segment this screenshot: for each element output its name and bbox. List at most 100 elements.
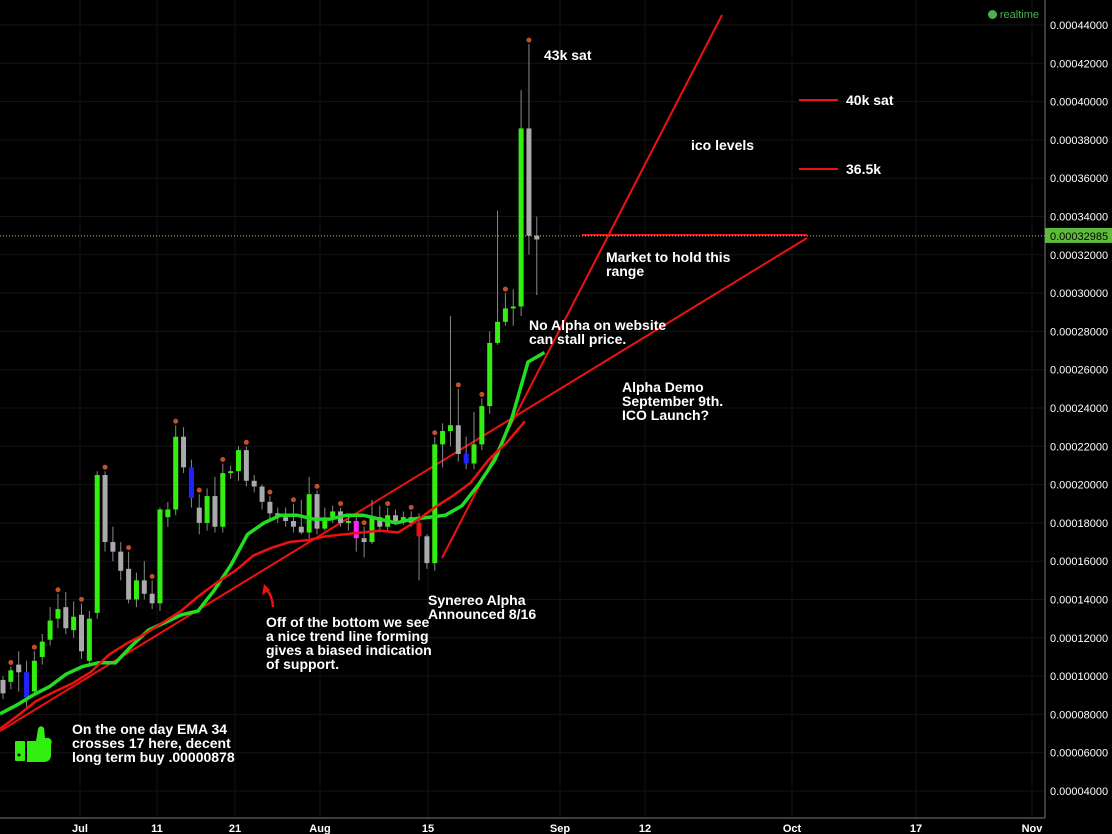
y-tick-label: 0.00004000 [1050, 786, 1108, 798]
status-dot-icon [987, 10, 997, 19]
x-tick-label: Nov [1022, 823, 1044, 834]
candle-body [502, 308, 508, 322]
candle-body [479, 406, 485, 445]
candle-body [165, 509, 171, 518]
candle-body [534, 235, 540, 240]
signal-dot [361, 520, 367, 526]
annotation-43k: 43k sat [544, 47, 592, 63]
candle-body [455, 425, 461, 454]
candle-body [71, 616, 77, 631]
y-tick-label: 0.00016000 [1050, 556, 1108, 568]
signal-dot [290, 497, 296, 503]
candle-body [345, 520, 351, 523]
y-tick-label: 0.00014000 [1050, 595, 1108, 607]
realtime-indicator: realtime [987, 9, 1039, 21]
candle-body [526, 128, 532, 236]
y-tick-label: 0.00032000 [1050, 250, 1108, 262]
candle-body [188, 467, 194, 499]
candle-body [322, 519, 328, 529]
y-tick-label: 0.00026000 [1050, 365, 1108, 377]
candle-body [204, 496, 210, 523]
x-tick-label: Jul [72, 823, 88, 834]
candle-body [79, 614, 84, 652]
candle-body [393, 515, 398, 521]
candle-body [8, 670, 14, 682]
annotation-40k: 40k sat [846, 92, 894, 108]
candle-body [102, 475, 108, 543]
candle-body [236, 450, 241, 472]
x-tick-label: 17 [910, 823, 922, 834]
y-tick-label: 0.00038000 [1050, 135, 1108, 147]
y-tick-label: 0.00020000 [1050, 480, 1108, 492]
ema-34-line [0, 420, 526, 730]
x-tick-label: Oct [783, 823, 802, 834]
last-price-badge [1045, 227, 1112, 243]
candle-body [361, 538, 367, 543]
candle-body [181, 436, 187, 468]
candle-body [298, 526, 304, 533]
candle-body [220, 473, 226, 527]
signal-dot [102, 464, 108, 470]
candle-body [330, 511, 336, 520]
candle-body [141, 580, 147, 594]
y-tick-label: 0.00018000 [1050, 518, 1108, 530]
candle-body [369, 517, 375, 543]
y-tick-label: 0.00036000 [1050, 173, 1108, 185]
x-tick-label: 12 [639, 823, 651, 834]
y-tick-label: 0.00030000 [1050, 288, 1108, 300]
thumbs-up-icon [15, 726, 52, 762]
signal-dot [479, 391, 485, 397]
signal-dot [55, 587, 61, 593]
candle-body [94, 475, 100, 613]
candle-body [353, 520, 359, 539]
x-tick-label: 15 [422, 823, 434, 834]
candle-body [196, 507, 202, 523]
x-tick-label: Aug [309, 823, 330, 834]
y-tick-label: 0.00022000 [1050, 441, 1108, 453]
ema-lines [0, 350, 546, 730]
candle-body [432, 444, 438, 564]
candle-body [447, 425, 453, 431]
last-price-label: 0.00032985 [1050, 231, 1108, 243]
signal-dot [196, 487, 202, 493]
x-tick-label: Sep [550, 823, 570, 834]
annotation-trend: Off of the bottom we see a nice trend li… [266, 614, 432, 672]
candle-body [228, 471, 234, 474]
y-tick-label: 0.00042000 [1050, 58, 1108, 70]
annotation-no-alpha: No Alpha on website can stall price. [529, 317, 667, 347]
y-tick-label: 0.00006000 [1050, 748, 1108, 760]
y-tick-label: 0.00034000 [1050, 212, 1108, 224]
candle-body [495, 321, 501, 343]
candle-body [16, 664, 22, 673]
candle-body [55, 609, 61, 619]
annotation-synereo: Synereo Alpha Announced 8/16 [428, 592, 537, 622]
signal-dot [408, 504, 414, 510]
candle-body [243, 450, 249, 481]
trend-line-bottom [0, 237, 808, 732]
signal-dot [31, 644, 37, 650]
annotation-alpha-demo: Alpha Demo September 9th. ICO Launch? [622, 379, 724, 423]
y-tick-label: 0.00010000 [1050, 671, 1108, 683]
signal-dot [8, 660, 14, 666]
candle-body [63, 607, 69, 629]
signal-dot [455, 382, 461, 388]
annotation-thumb: On the one day EMA 34 crosses 17 here, d… [72, 721, 235, 765]
candle-body [314, 494, 320, 529]
candle-body [518, 128, 524, 307]
candle-body [440, 430, 446, 445]
candle-body [416, 522, 422, 537]
candle-body [39, 641, 45, 657]
candle-body [259, 486, 265, 502]
candle-body [118, 551, 124, 571]
candle-body [157, 509, 163, 604]
candle-body [212, 496, 218, 527]
annotation-ico-levels: ico levels [691, 137, 755, 153]
candle-body [290, 520, 296, 527]
candle-body [377, 517, 383, 527]
candle-body [487, 342, 493, 407]
y-tick-label: 0.00024000 [1050, 403, 1108, 415]
signal-dot [526, 37, 532, 43]
chart-grid [0, 0, 1045, 818]
